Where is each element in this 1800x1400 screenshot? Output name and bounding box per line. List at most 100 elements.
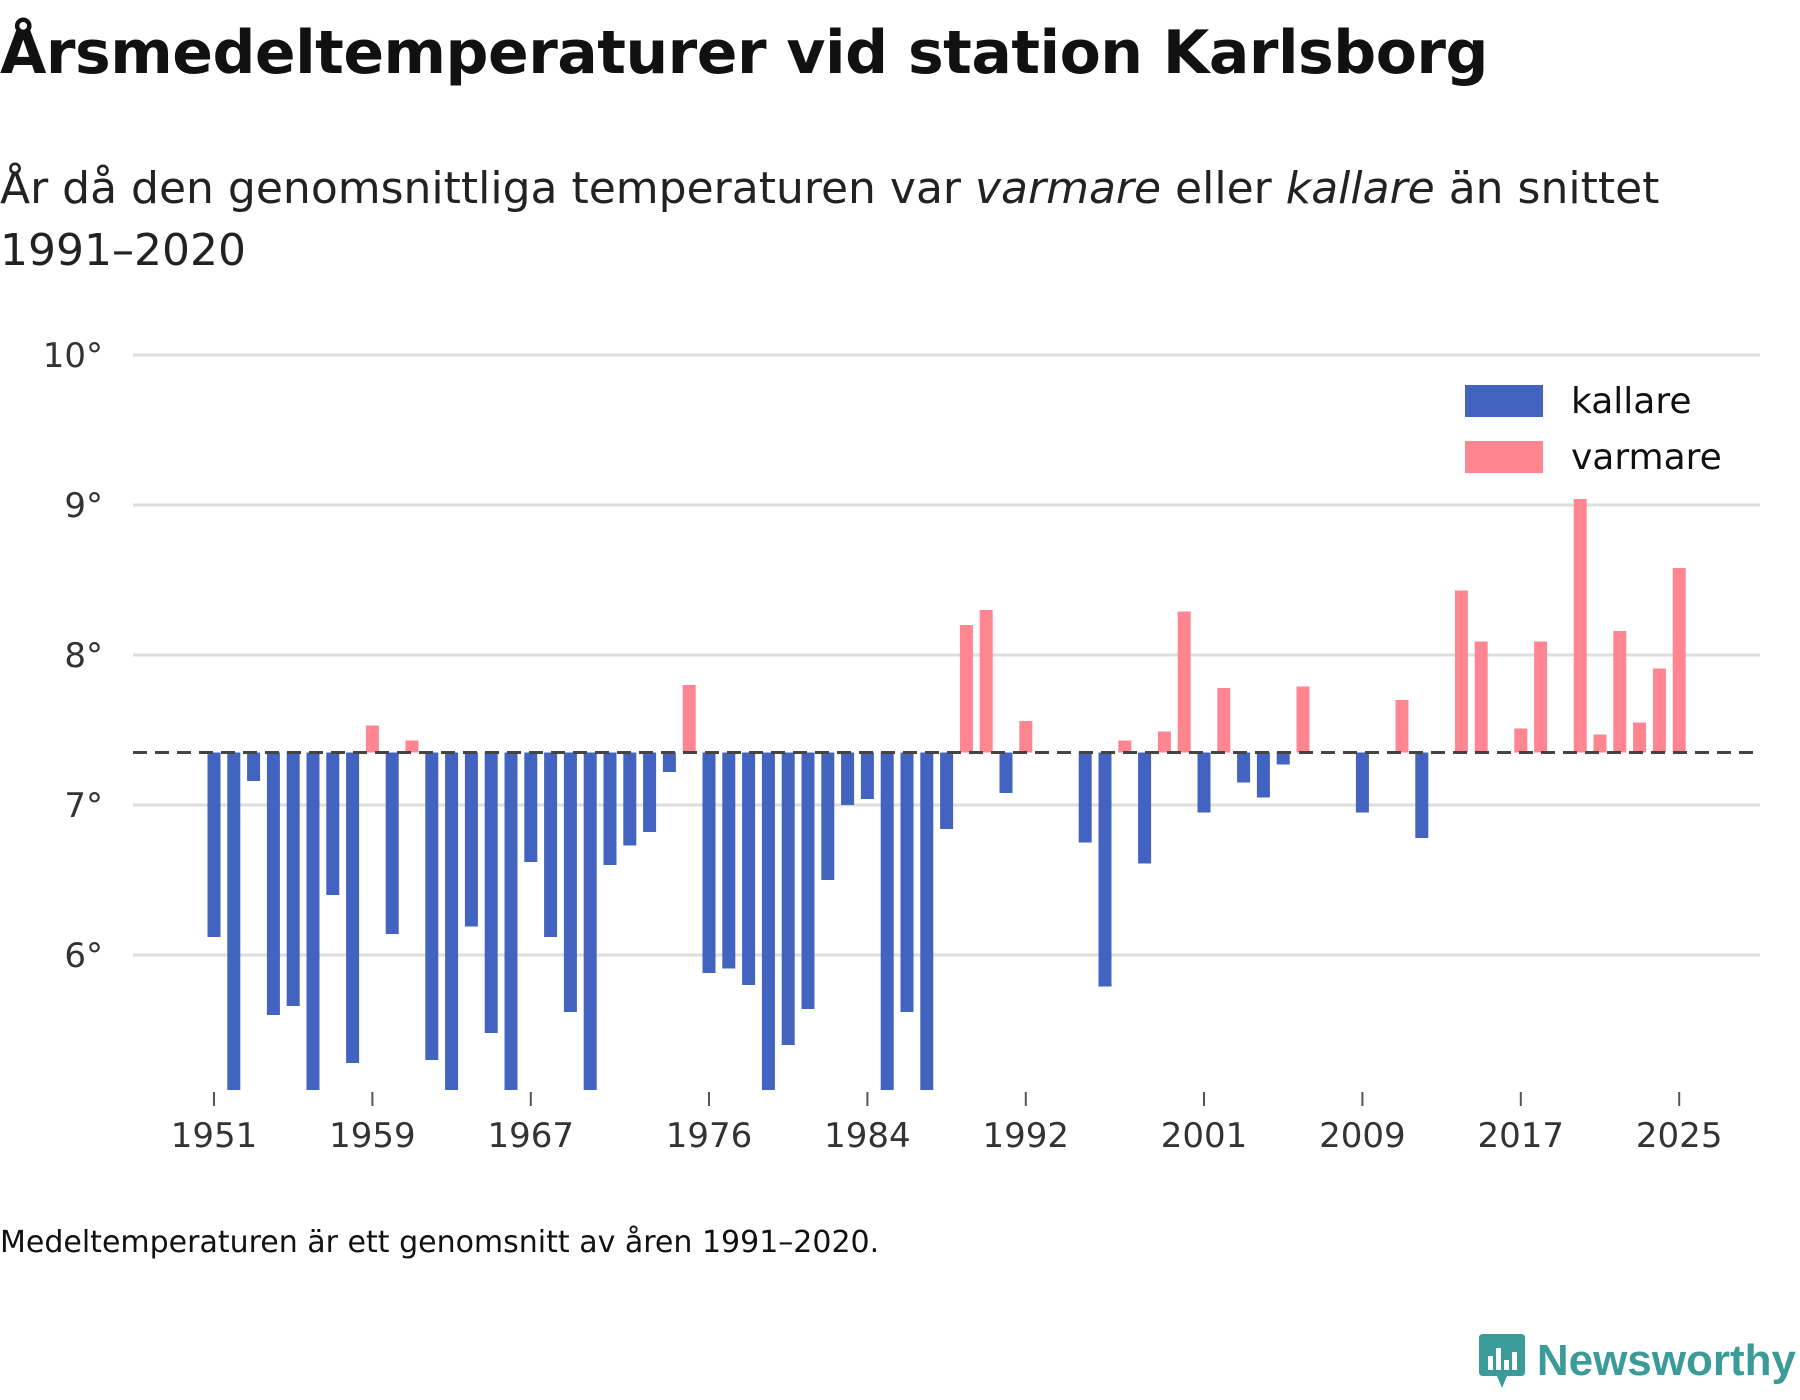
bar-1980 [781,752,795,1045]
x-tick-label-1976: 1976 [666,1116,753,1156]
x-tick-label-2025: 2025 [1636,1116,1723,1156]
bar-2024 [1652,668,1666,753]
x-tick-label-1967: 1967 [488,1116,575,1156]
bar-1981 [801,752,815,1009]
bar-1989 [959,625,973,753]
legend-label-warm: varmare [1571,437,1722,478]
bar-1986 [900,752,914,1012]
bar-1957 [326,752,340,895]
y-tick-label-7: 7° [64,786,103,826]
footnote: Medeltemperaturen är ett genomsnitt av å… [0,1225,880,1260]
subtitle-cold-word: kallare [1285,163,1435,214]
subtitle-part3: än snittet 1991–2020 [0,163,1660,276]
bar-1985 [880,752,894,1090]
bar-1998 [1138,752,1152,864]
bar-2017 [1514,728,1528,753]
bar-1952 [227,752,241,1090]
bar-1968 [544,752,558,937]
bar-1961 [405,740,419,753]
subtitle-warm-word: varmare [974,163,1162,214]
axis-layer: 6° 7° 8° 9° 10° 1951 1959 1967 1976 1984 1992 2001 2… [43,340,1723,1156]
bar-2014 [1454,590,1468,753]
bar-2002 [1217,688,1231,753]
y-tick-label-10: 10° [43,340,103,376]
bar-2025 [1672,568,1686,753]
bar-1970 [583,752,597,1090]
bar-2020 [1573,499,1587,753]
bar-2001 [1197,752,1211,813]
y-tick-label-8: 8° [64,636,103,676]
bar-1979 [761,752,775,1090]
bar-1963 [445,752,459,1090]
bar-1995 [1078,752,1092,843]
grid-layer [133,353,1760,957]
bar-1951 [207,752,221,937]
bar-1974 [662,752,676,772]
x-tick-label-1984: 1984 [824,1116,911,1156]
bar-1955 [286,752,300,1006]
bar-1962 [425,752,439,1060]
bar-1978 [742,752,756,985]
bar-1984 [860,752,874,799]
bar-1975 [682,685,696,753]
bar-1966 [504,752,518,1090]
legend-swatch-warm [1465,441,1543,473]
bar-1992 [1019,721,1033,753]
subtitle-part2: eller [1161,163,1286,214]
x-tick-label-2001: 2001 [1161,1116,1248,1156]
bar-1969 [563,752,577,1012]
bar-1977 [722,752,736,969]
bar-1983 [841,752,855,805]
bar-1956 [306,752,320,1090]
bar-1971 [603,752,617,865]
bar-2003 [1237,752,1251,783]
bar-1972 [623,752,637,846]
bar-2018 [1534,641,1548,753]
chart-title: Årsmedeltemperaturer vid station Karlsbo… [0,18,1488,88]
bar-1996 [1098,752,1112,987]
x-tick-label-1959: 1959 [329,1116,416,1156]
bar-2015 [1474,641,1488,753]
x-tick-label-1951: 1951 [171,1116,258,1156]
bar-2006 [1296,686,1310,753]
bar-2011 [1395,700,1409,753]
bar-1965 [484,752,498,1033]
bar-1990 [979,610,993,753]
bar-1999 [1157,731,1171,753]
bar-2022 [1613,631,1627,753]
bar-1991 [999,752,1013,793]
bar-2021 [1593,734,1607,753]
bar-1997 [1118,740,1132,753]
subtitle-part1: År då den genomsnittliga temperaturen va… [0,163,975,214]
bar-2005 [1276,752,1290,765]
brand-logo: Newsworthy [1477,1332,1796,1390]
x-tick-label-1992: 1992 [983,1116,1070,1156]
bar-1988 [940,752,954,829]
legend-swatch-cold [1465,385,1543,417]
bar-1987 [920,752,934,1090]
bar-2004 [1256,752,1270,798]
x-tick-label-2017: 2017 [1478,1116,1565,1156]
bar-1959 [365,725,379,753]
bar-1976 [702,752,716,973]
bar-2000 [1177,611,1191,753]
bar-1954 [266,752,280,1015]
y-tick-label-6: 6° [64,936,103,976]
bar-1960 [385,752,399,934]
bar-2009 [1355,752,1369,813]
chart-subtitle: År då den genomsnittliga temperaturen va… [0,158,1700,282]
bar-2023 [1633,722,1647,753]
newsworthy-logo-icon [1478,1334,1525,1388]
x-tick-label-2009: 2009 [1319,1116,1406,1156]
bar-chart: 6° 7° 8° 9° 10° 1951 1959 1967 1976 1984 1992 2001 2… [43,340,1760,1156]
bar-1982 [821,752,835,880]
bar-1967 [524,752,538,862]
legend: kallare varmare [1465,381,1722,478]
bars-layer [207,499,1686,1090]
bar-1964 [464,752,478,927]
bar-1958 [346,752,360,1063]
bar-1973 [643,752,657,832]
legend-label-cold: kallare [1571,381,1692,422]
bar-1953 [247,752,261,781]
brand-name: Newsworthy [1536,1336,1796,1385]
